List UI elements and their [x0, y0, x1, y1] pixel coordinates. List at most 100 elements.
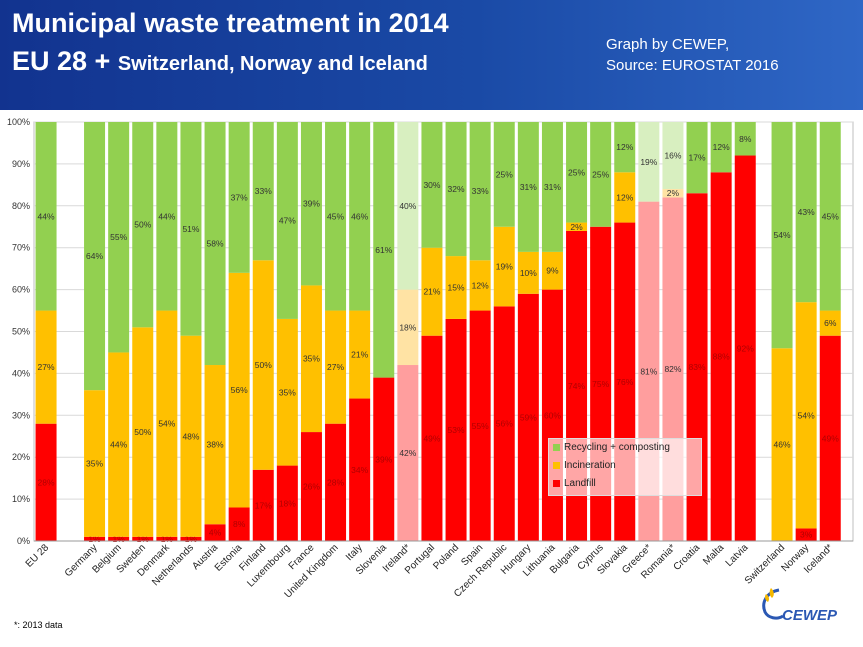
x-tick-label: Poland — [431, 542, 461, 572]
data-label: 74% — [568, 381, 585, 391]
y-tick-label: 80% — [12, 201, 30, 211]
data-label: 83% — [689, 362, 706, 372]
data-label: 2% — [667, 188, 680, 198]
bar-segment-recycling — [469, 122, 491, 261]
bar-segment-recycling — [541, 122, 563, 252]
data-label: 43% — [798, 207, 815, 217]
bar-segment-incineration — [614, 172, 636, 223]
bar-segment-landfill — [469, 310, 491, 541]
data-label: 27% — [327, 362, 344, 372]
bar-segment-incineration — [276, 318, 298, 466]
bar-segment-incineration — [517, 251, 539, 294]
data-label: 33% — [472, 186, 489, 196]
data-label: 47% — [279, 215, 296, 225]
bar-group: 59% 10% 31% — [517, 122, 539, 541]
legend-swatch-incineration — [553, 461, 560, 469]
data-label: 21% — [351, 350, 368, 360]
subtitle-main: EU 28 + — [12, 46, 118, 76]
bar-segment-incineration — [795, 302, 817, 529]
bar-segment-incineration — [662, 189, 684, 198]
data-label: 46% — [774, 440, 791, 450]
bar-group: 28% 27% 45% — [325, 122, 347, 541]
data-label: 76% — [616, 377, 633, 387]
bar-segment-landfill — [397, 365, 419, 541]
legend-label: Recycling + composting — [564, 442, 670, 453]
y-tick-label: 30% — [12, 410, 30, 420]
data-label: 58% — [207, 239, 224, 249]
bar-segment-landfill — [373, 377, 395, 541]
x-tick-label: Croatia — [672, 542, 703, 573]
bar-segment-recycling — [590, 122, 612, 227]
data-label: 53% — [448, 425, 465, 435]
data-label: 1% — [137, 534, 150, 544]
data-label: 54% — [158, 419, 175, 429]
bar-group: 1% 54% 44% — [156, 122, 178, 544]
subtitle-countries: Switzerland, Norway and Iceland — [117, 53, 428, 75]
data-label: 26% — [303, 482, 320, 492]
bar-group: 1% 50% 50% — [132, 122, 154, 544]
data-label: 49% — [822, 433, 839, 443]
bar-segment-landfill — [710, 172, 732, 541]
data-label: 50% — [255, 360, 272, 370]
bar-segment-landfill — [795, 528, 817, 541]
bar-group: 49% 21% 30% — [421, 122, 443, 541]
cewep-logo-icon — [762, 588, 784, 620]
bar-group: 4% 38% 58% — [204, 122, 226, 541]
bar-segment-incineration — [108, 352, 130, 537]
bar-segment-recycling — [638, 122, 660, 202]
legend-label: Landfill — [564, 478, 596, 489]
data-label: 33% — [255, 186, 272, 196]
data-label: 81% — [640, 366, 657, 376]
data-label: 1% — [113, 534, 126, 544]
data-label: 10% — [520, 268, 537, 278]
bar-segment-recycling — [108, 122, 130, 353]
bar-segment-incineration — [397, 289, 419, 366]
data-label: 3% — [800, 530, 813, 540]
bar-segment-landfill — [132, 536, 154, 541]
chart-title: Municipal waste treatment in 2014 — [12, 8, 449, 38]
y-tick-label: 70% — [12, 243, 30, 253]
bar-segment-recycling — [132, 122, 154, 328]
bar-segment-recycling — [204, 122, 226, 366]
bar-segment-recycling — [35, 122, 57, 311]
data-label: 44% — [38, 211, 55, 221]
bar-segment-landfill — [517, 293, 539, 541]
data-label: 59% — [520, 412, 537, 422]
x-tick-label: EU 28 — [24, 542, 52, 570]
bar-segment-landfill — [325, 423, 347, 541]
bar-segment-recycling — [795, 122, 817, 303]
bar-segment-recycling — [819, 122, 841, 311]
bar-segment-landfill — [421, 335, 443, 541]
bar-group: 56% 19% 25% — [493, 122, 515, 541]
logo-text: CEWEP — [782, 607, 838, 624]
bar-segment-incineration — [421, 247, 443, 336]
data-label: 54% — [798, 410, 815, 420]
bar-segment-recycling — [493, 122, 515, 227]
bar-group: 1% 48% 51% — [180, 122, 202, 544]
data-label: 32% — [448, 184, 465, 194]
bar-segment-incineration — [180, 335, 202, 537]
chart-subtitle: EU 28 + Switzerland, Norway and Iceland — [12, 46, 428, 77]
bar-group: 18% 35% 47% — [276, 122, 298, 541]
bar-segment-incineration — [349, 310, 371, 399]
bar-segment-incineration — [300, 285, 322, 433]
data-label: 40% — [399, 201, 416, 211]
data-label: 56% — [496, 419, 513, 429]
bar-segment-recycling — [84, 122, 106, 391]
header-banner: Municipal waste treatment in 2014 EU 28 … — [0, 0, 863, 110]
data-label: 21% — [423, 287, 440, 297]
data-label: 25% — [496, 169, 513, 179]
data-label: 1% — [88, 534, 101, 544]
bar-group: 53% 15% 32% — [445, 122, 467, 541]
chart-legend: Recycling + composting Incineration Land… — [548, 438, 702, 496]
bar-group: 3% 54% 43% — [795, 122, 817, 541]
bar-segment-landfill — [819, 335, 841, 541]
bar-segment-landfill — [108, 536, 130, 541]
data-label: 75% — [592, 379, 609, 389]
bar-segment-landfill — [204, 524, 226, 541]
bar-segment-recycling — [276, 122, 298, 319]
bar-segment-incineration — [132, 327, 154, 537]
legend-item-incineration: Incineration — [553, 460, 616, 471]
bar-group: 17% 50% 33% — [252, 122, 274, 541]
bar-segment-recycling — [300, 122, 322, 286]
